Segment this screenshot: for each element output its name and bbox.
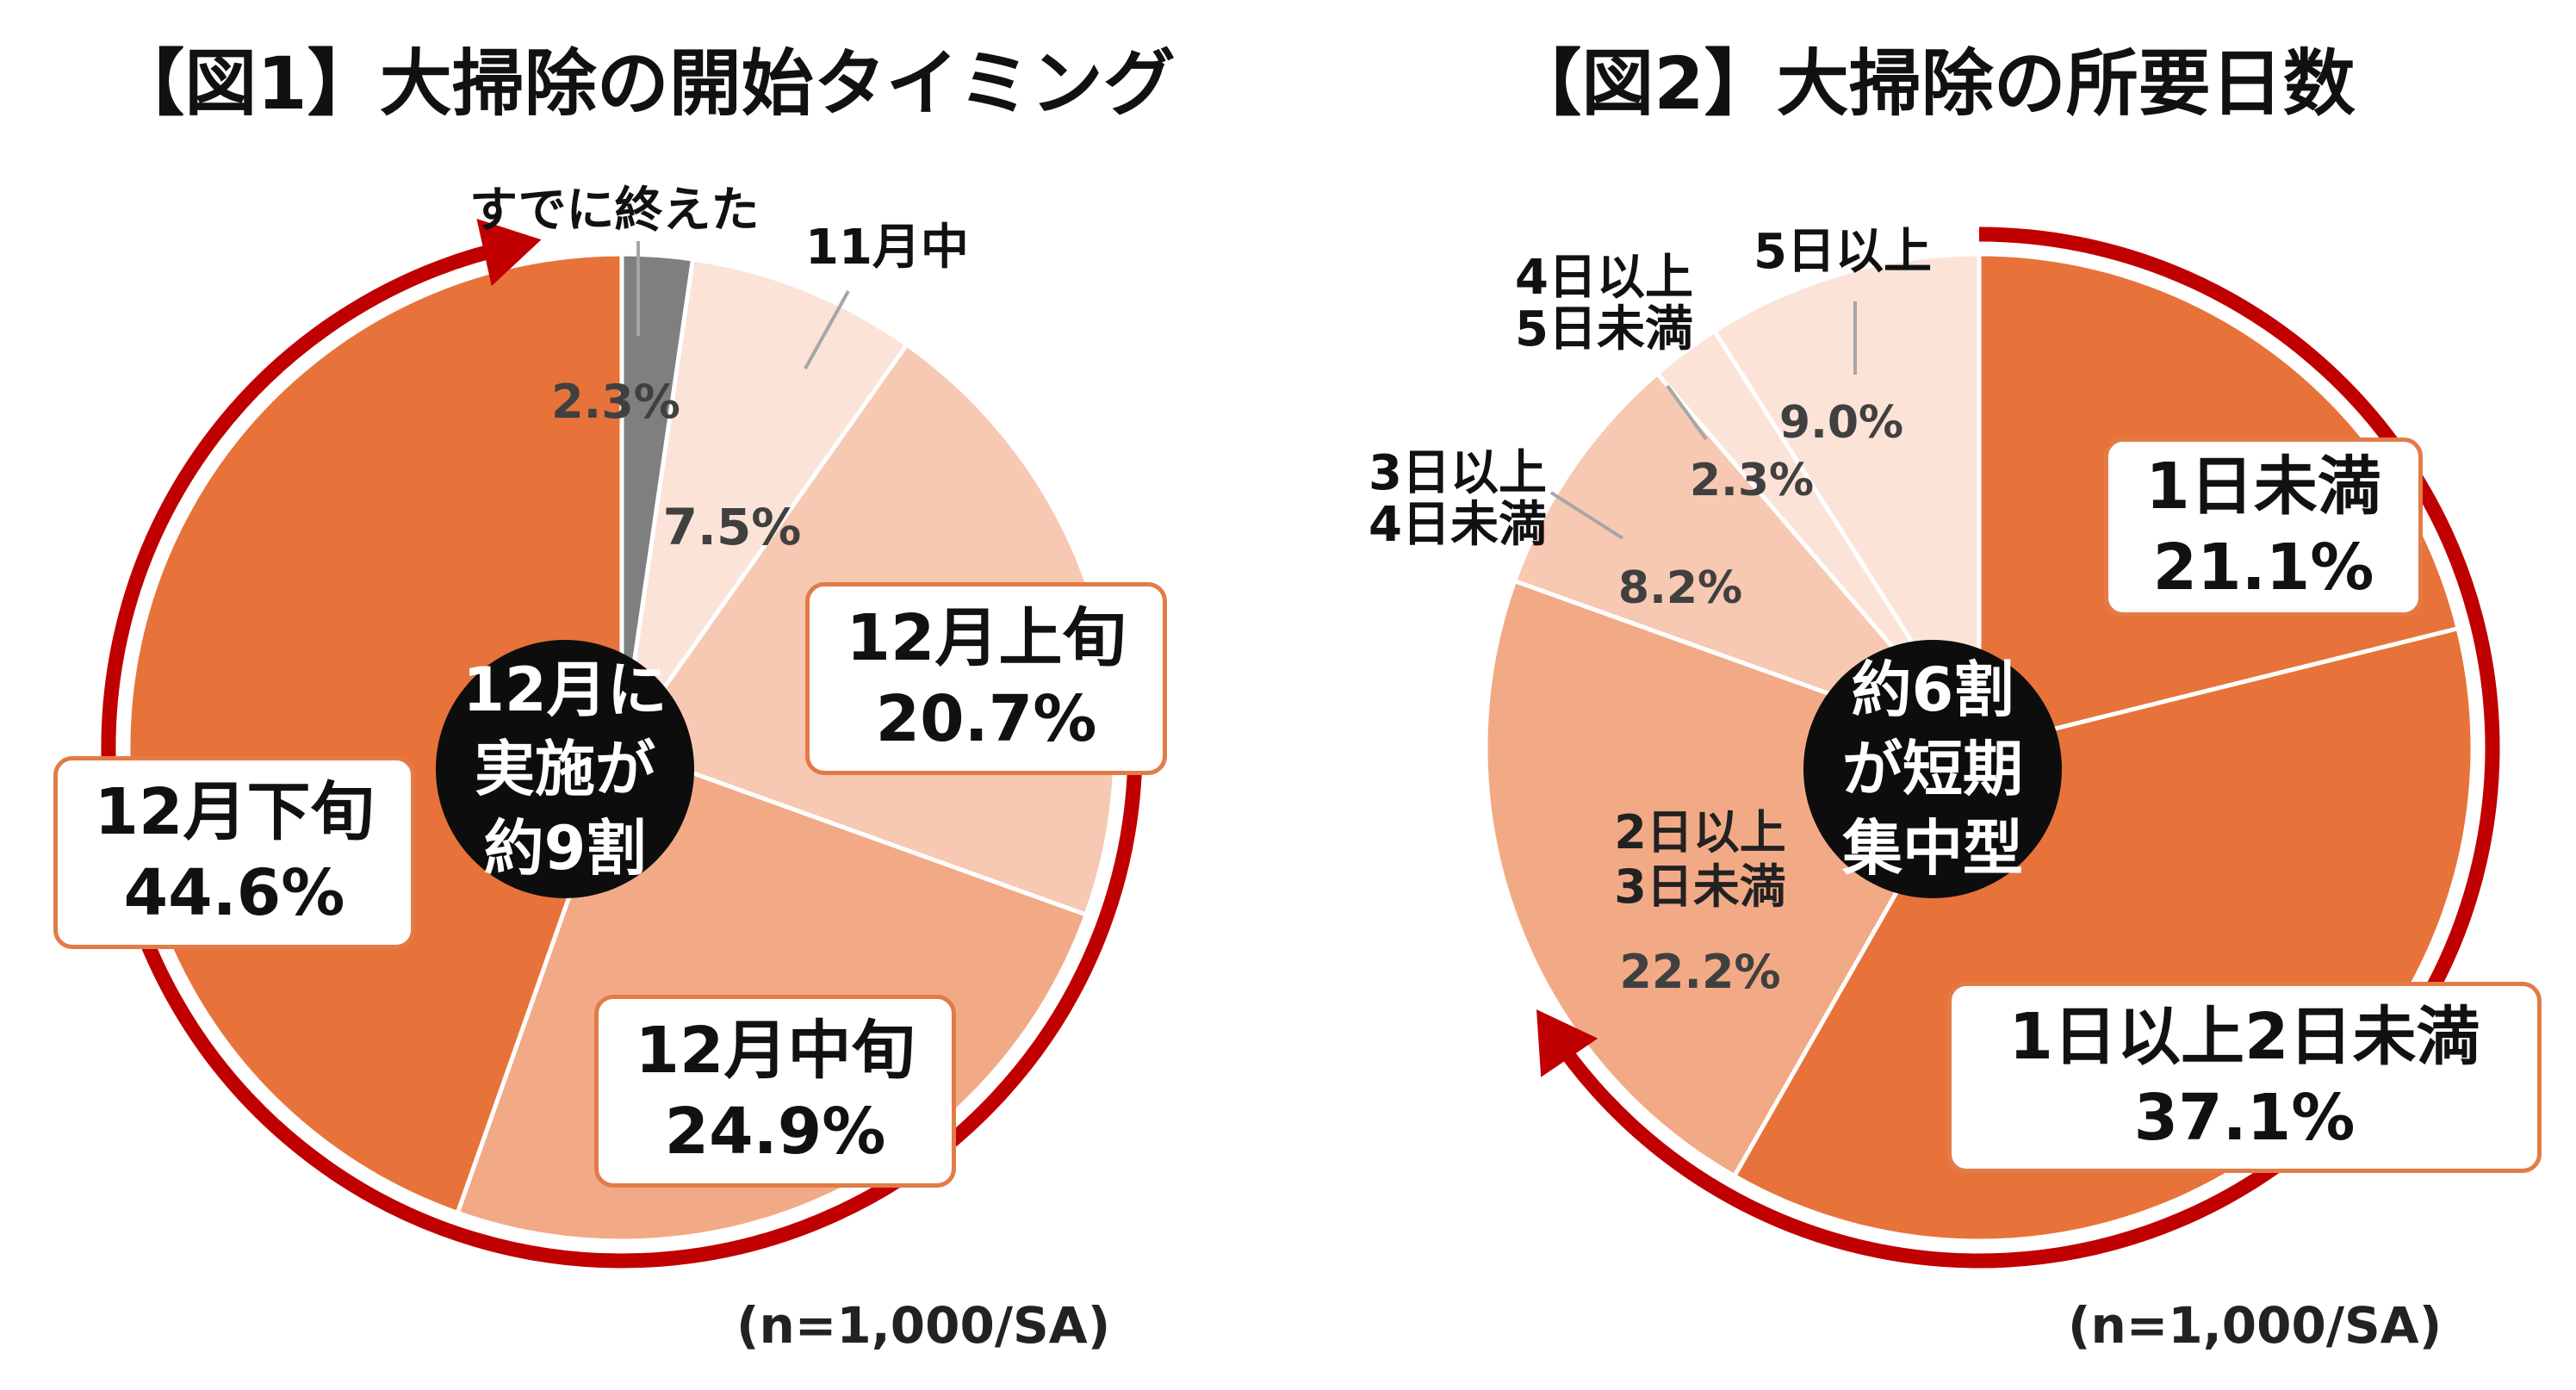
duration-bracket-arrow-head — [1536, 1009, 1598, 1077]
label-3-to-4-days-line1: 3日以上 — [1369, 445, 1547, 501]
value-label-5-days-plus: 9.0% — [1779, 397, 1903, 449]
leader-line-3-to-4-days — [1549, 491, 1624, 540]
figure-2-title: 【図2】大掃除の所要日数 — [1509, 41, 2356, 126]
value-label-already-done: 2.3% — [551, 375, 680, 429]
pie-slice-5 — [126, 251, 624, 1216]
label-3-to-4-days-line2: 4日未満 — [1369, 497, 1547, 553]
center-line-2: 実施が — [475, 734, 655, 804]
callout-under-1-day-value: 21.1% — [2152, 531, 2374, 605]
label-4-to-5-days: 4日以上 5日未満 — [1487, 252, 1693, 356]
callout-mid-december: 12月中旬 24.9% — [594, 995, 956, 1188]
label-3-to-4-days: 3日以上 4日未満 — [1340, 448, 1547, 551]
pie-slice-2 — [619, 257, 910, 749]
center-line-1: 12月に — [462, 655, 667, 725]
value-label-2-to-3-days: 22.2% — [1619, 945, 1780, 999]
callout-mid-december-value: 24.9% — [664, 1095, 886, 1169]
figure-1-title: 【図1】大掃除の開始タイミング — [112, 41, 1176, 126]
figure-2-center-summary: 約6割 が短期 集中型 — [1803, 640, 2062, 898]
label-4-to-5-days-line2: 5日未満 — [1515, 301, 1693, 357]
label-already-done: すでに終えた — [469, 183, 760, 239]
callout-late-december-value: 44.6% — [123, 856, 345, 930]
label-4-to-5-days-line1: 4日以上 — [1515, 250, 1693, 306]
figure-2-panel: 【図2】大掃除の所要日数 9.0% 2.3% 8.2% 2日以上 3日未満 22… — [1288, 0, 2576, 1390]
value-label-2-to-3-days-line2: 3日未満 — [1614, 859, 1786, 914]
value-label-4-to-5-days: 2.3% — [1690, 455, 1814, 506]
callout-early-december-value: 20.7% — [875, 682, 1097, 756]
callout-mid-december-name: 12月中旬 — [635, 1014, 916, 1088]
figure-1-sample-note: (n=1,000/SA) — [736, 1296, 1111, 1355]
center-line-1: 約6割 — [1851, 655, 2014, 725]
label-november: 11月中 — [805, 220, 969, 276]
start-timing-bracket-arrow-head — [476, 219, 542, 287]
start-timing-bracket-arrow — [101, 239, 1143, 1269]
center-line-3: 集中型 — [1842, 813, 2023, 884]
callout-early-december-name: 12月上旬 — [846, 601, 1127, 675]
value-label-2-to-3-days-line1: 2日以上 — [1614, 805, 1786, 859]
callout-late-december: 12月下旬 44.6% — [53, 756, 415, 949]
label-5-days-plus: 5日以上 — [1754, 224, 1932, 280]
leader-line-4-to-5-days — [1666, 384, 1708, 441]
center-line-2: が短期 — [1842, 734, 2023, 804]
callout-under-1-day: 1日未満 21.1% — [2104, 437, 2423, 617]
pie-slice-4 — [1511, 370, 1987, 753]
callout-1-to-2-days: 1日以上2日未満 37.1% — [1947, 982, 2542, 1173]
leader-line-november — [804, 290, 850, 369]
value-label-november: 7.5% — [663, 498, 802, 556]
value-label-3-to-4-days: 8.2% — [1618, 562, 1742, 614]
callout-late-december-name: 12月下旬 — [94, 775, 375, 849]
figure-1-panel: 【図1】大掃除の開始タイミング 2.3% 7.5% すでに終えた 11月中 12… — [53, 41, 1176, 1355]
center-line-3: 約9割 — [483, 813, 647, 884]
callout-1-to-2-days-value: 37.1% — [2133, 1081, 2356, 1155]
pie-slice-6 — [1711, 251, 1982, 755]
figure-2-sample-note: (n=1,000/SA) — [2068, 1296, 2443, 1355]
callout-under-1-day-name: 1日未満 — [2145, 450, 2381, 524]
callout-early-december: 12月上旬 20.7% — [805, 582, 1167, 775]
callout-1-to-2-days-name: 1日以上2日未満 — [2008, 1000, 2480, 1074]
figure-1-center-summary: 12月に 実施が 約9割 — [436, 640, 694, 898]
